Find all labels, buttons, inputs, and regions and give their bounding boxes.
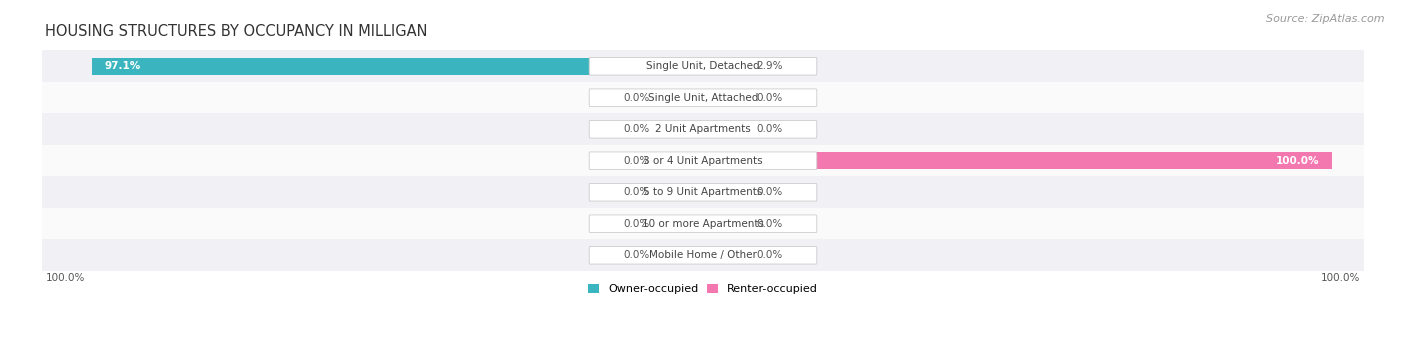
FancyBboxPatch shape xyxy=(589,57,817,75)
Bar xyxy=(659,89,703,106)
Bar xyxy=(42,176,1364,208)
Bar xyxy=(703,184,747,201)
Text: 2.9%: 2.9% xyxy=(756,61,783,71)
Bar xyxy=(703,121,747,138)
Bar xyxy=(42,208,1364,239)
Bar xyxy=(703,57,721,75)
Text: 0.0%: 0.0% xyxy=(623,219,650,229)
Text: 97.1%: 97.1% xyxy=(104,61,141,71)
Text: 0.0%: 0.0% xyxy=(623,250,650,260)
Bar xyxy=(42,82,1364,114)
Text: 3 or 4 Unit Apartments: 3 or 4 Unit Apartments xyxy=(643,156,763,166)
Bar xyxy=(659,247,703,264)
Bar xyxy=(659,152,703,169)
FancyBboxPatch shape xyxy=(589,215,817,233)
Bar xyxy=(659,121,703,138)
FancyBboxPatch shape xyxy=(589,183,817,201)
Text: 0.0%: 0.0% xyxy=(623,156,650,166)
Text: 0.0%: 0.0% xyxy=(756,219,783,229)
Bar xyxy=(659,57,703,75)
Bar xyxy=(42,145,1364,176)
Legend: Owner-occupied, Renter-occupied: Owner-occupied, Renter-occupied xyxy=(588,284,818,294)
Text: 100.0%: 100.0% xyxy=(45,273,84,283)
Text: 5 to 9 Unit Apartments: 5 to 9 Unit Apartments xyxy=(644,187,762,197)
Text: 0.0%: 0.0% xyxy=(623,187,650,197)
Bar xyxy=(659,184,703,201)
Bar xyxy=(703,152,747,169)
Text: 100.0%: 100.0% xyxy=(1277,156,1320,166)
Bar xyxy=(703,215,747,233)
FancyBboxPatch shape xyxy=(589,247,817,264)
FancyBboxPatch shape xyxy=(589,152,817,170)
Text: Mobile Home / Other: Mobile Home / Other xyxy=(650,250,756,260)
Text: Source: ZipAtlas.com: Source: ZipAtlas.com xyxy=(1267,14,1385,24)
Bar xyxy=(91,57,703,75)
Text: HOUSING STRUCTURES BY OCCUPANCY IN MILLIGAN: HOUSING STRUCTURES BY OCCUPANCY IN MILLI… xyxy=(45,25,427,39)
Bar xyxy=(42,51,1364,82)
Text: 0.0%: 0.0% xyxy=(756,187,783,197)
Text: 2 Unit Apartments: 2 Unit Apartments xyxy=(655,124,751,134)
Text: 0.0%: 0.0% xyxy=(756,93,783,103)
Bar xyxy=(703,89,747,106)
Bar xyxy=(703,247,747,264)
Text: Single Unit, Detached: Single Unit, Detached xyxy=(647,61,759,71)
Bar xyxy=(42,114,1364,145)
Text: 0.0%: 0.0% xyxy=(756,124,783,134)
Text: Single Unit, Attached: Single Unit, Attached xyxy=(648,93,758,103)
Text: 100.0%: 100.0% xyxy=(1322,273,1361,283)
Bar xyxy=(703,57,747,75)
Text: 0.0%: 0.0% xyxy=(756,250,783,260)
FancyBboxPatch shape xyxy=(589,89,817,107)
Text: 0.0%: 0.0% xyxy=(623,124,650,134)
Text: 0.0%: 0.0% xyxy=(623,93,650,103)
FancyBboxPatch shape xyxy=(589,120,817,138)
Text: 10 or more Apartments: 10 or more Apartments xyxy=(643,219,763,229)
Bar xyxy=(703,152,1333,169)
Bar xyxy=(659,215,703,233)
Bar xyxy=(42,239,1364,271)
